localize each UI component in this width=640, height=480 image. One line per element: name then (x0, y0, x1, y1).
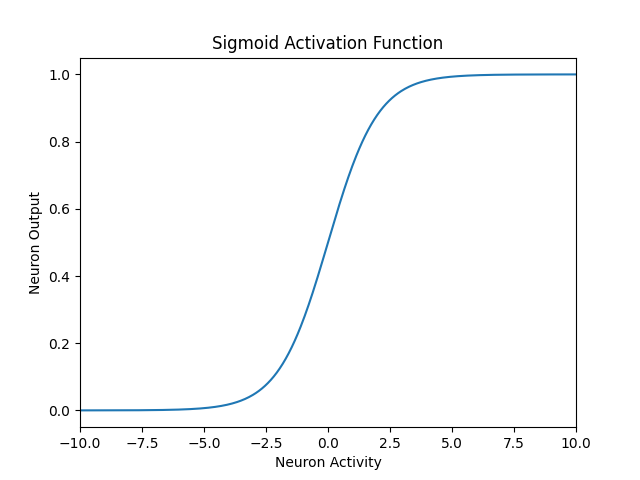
Y-axis label: Neuron Output: Neuron Output (29, 191, 43, 294)
X-axis label: Neuron Activity: Neuron Activity (275, 456, 381, 470)
Title: Sigmoid Activation Function: Sigmoid Activation Function (212, 35, 444, 53)
